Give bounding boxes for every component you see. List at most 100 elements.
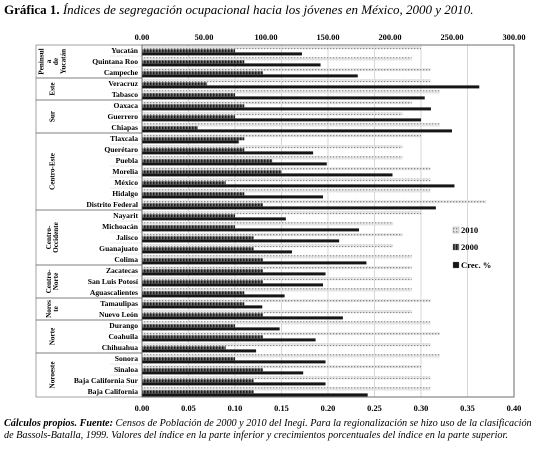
- bar-crec-6: [142, 107, 431, 111]
- category-label: Sinaloa: [114, 365, 138, 374]
- category-label: Oaxaca: [114, 101, 139, 110]
- category-label: Jalisco: [116, 233, 138, 242]
- chart-title: Gráfica 1. Índices de segregación ocupac…: [4, 2, 474, 18]
- bar-2000-6: [142, 104, 245, 108]
- category-label: Chihuahua: [102, 343, 139, 352]
- region-label-line: Sur: [49, 110, 57, 122]
- bar-2010-10: [142, 145, 403, 149]
- category-label: Chiapas: [111, 123, 138, 132]
- category-label: Tabasco: [112, 90, 139, 99]
- region-label-line: a: [45, 59, 53, 63]
- bar-2010-7: [142, 112, 403, 116]
- bar-2000-1: [142, 49, 235, 53]
- bar-2000-20: [142, 258, 263, 262]
- bottom-axis-tick-label: 0.20: [321, 404, 336, 413]
- bar-2000-24: [142, 302, 245, 306]
- category-label: Veracruz: [108, 79, 138, 88]
- bar-2010-19: [142, 244, 394, 248]
- top-axis-tick-label: 250.00: [440, 33, 463, 42]
- category-label: Sonora: [115, 354, 138, 363]
- region-label-line: Norte: [49, 328, 57, 346]
- category-label: Yucatán: [111, 46, 139, 55]
- bar-crec-21: [142, 272, 326, 276]
- region-label: Norte: [49, 328, 57, 346]
- bar-crec-26: [142, 327, 280, 331]
- caption-lead: Cálculos propios.: [4, 418, 78, 429]
- bar-layer: [142, 46, 487, 397]
- bar-crec-3: [142, 74, 358, 78]
- category-label: Querétaro: [104, 145, 138, 154]
- category-label: Colima: [114, 255, 138, 264]
- bar-2010-8: [142, 123, 440, 127]
- segregation-chart: 0.00 50.00 100.00 150.00 200.00 250.00 300.00 0…: [35, 33, 526, 413]
- axis-labels: 0.00 50.00 100.00 150.00 200.00 250.00 300.00 0…: [135, 33, 526, 413]
- region-label-line: de: [52, 58, 60, 65]
- bar-2000-27: [142, 335, 263, 339]
- bar-2000-11: [142, 159, 273, 163]
- bar-2000-4: [142, 82, 208, 86]
- bar-2010-2: [142, 57, 412, 61]
- bar-2010-32: [142, 387, 431, 391]
- bar-2000-10: [142, 148, 245, 152]
- bar-crec-9: [142, 140, 239, 144]
- category-label: Durango: [109, 321, 138, 330]
- bottom-axis-tick-label: 0.10: [228, 404, 243, 413]
- region-label: Este: [49, 82, 57, 95]
- bar-crec-14: [142, 195, 324, 199]
- legend-label: 2010: [461, 225, 478, 235]
- bar-2000-29: [142, 357, 235, 361]
- top-axis-tick-label: 200.00: [378, 33, 401, 42]
- bar-2000-16: [142, 214, 235, 218]
- chart-title-text: Índices de segregación ocupacional hacia…: [62, 2, 474, 17]
- bar-crec-22: [142, 283, 324, 287]
- bar-crec-20: [142, 261, 367, 265]
- bar-2000-5: [142, 93, 235, 97]
- bar-2010-17: [142, 222, 394, 226]
- bottom-axis-tick-label: 0.05: [181, 404, 196, 413]
- bar-2010-6: [142, 101, 412, 105]
- bar-crec-18: [142, 239, 340, 243]
- bottom-axis-tick-label: 0.25: [367, 404, 382, 413]
- category-label: Coahuila: [108, 332, 138, 341]
- caption-source-label: Fuente:: [79, 418, 113, 429]
- region-labels: Peninsul a de YucatánEsteSurCentro-EsteCent…: [36, 48, 142, 389]
- bar-2010-27: [142, 332, 440, 336]
- bar-2010-15: [142, 200, 487, 204]
- category-label: Aguascalientes: [90, 288, 138, 297]
- category-labels: Yucatán Quintana Roo Campeche Veracruz Tabas…: [74, 46, 139, 396]
- bar-2010-29: [142, 354, 440, 358]
- bar-2010-28: [142, 343, 431, 347]
- category-label: Nuevo León: [99, 310, 139, 319]
- bar-2010-25: [142, 310, 412, 314]
- bar-crec-5: [142, 96, 425, 100]
- bar-2010-26: [142, 321, 431, 325]
- category-label: Campeche: [104, 68, 139, 77]
- bar-2000-2: [142, 60, 245, 64]
- region-label-line: Este: [49, 82, 57, 95]
- bar-2010-21: [142, 266, 412, 270]
- bar-2010-4: [142, 79, 431, 83]
- bar-2010-23: [142, 288, 412, 292]
- bar-crec-27: [142, 338, 316, 342]
- bar-2010-22: [142, 277, 412, 281]
- bar-2000-8: [142, 126, 198, 130]
- bottom-axis-tick-label: 0.35: [460, 404, 475, 413]
- region-label-line: Norte: [52, 273, 60, 291]
- bar-2000-7: [142, 115, 235, 119]
- bar-2000-17: [142, 225, 235, 229]
- caption-text: Censos de Población de 2000 y 2010 del I…: [4, 418, 532, 442]
- bar-2010-5: [142, 90, 440, 94]
- category-label: Guerrero: [107, 112, 138, 121]
- category-label: Hidalgo: [112, 189, 138, 198]
- region-label: Centro-Este: [49, 153, 57, 190]
- top-axis-tick-label: 100.00: [254, 33, 277, 42]
- top-axis-tick-label: 50.00: [195, 33, 214, 42]
- top-axis-tick-label: 150.00: [316, 33, 339, 42]
- bar-crec-24: [142, 305, 263, 309]
- region-label-line: Noroeste: [49, 361, 57, 388]
- bar-crec-28: [142, 349, 257, 353]
- bar-2010-13: [142, 178, 431, 182]
- bar-2000-18: [142, 236, 254, 240]
- bar-2000-14: [142, 192, 245, 196]
- bar-2000-30: [142, 368, 263, 372]
